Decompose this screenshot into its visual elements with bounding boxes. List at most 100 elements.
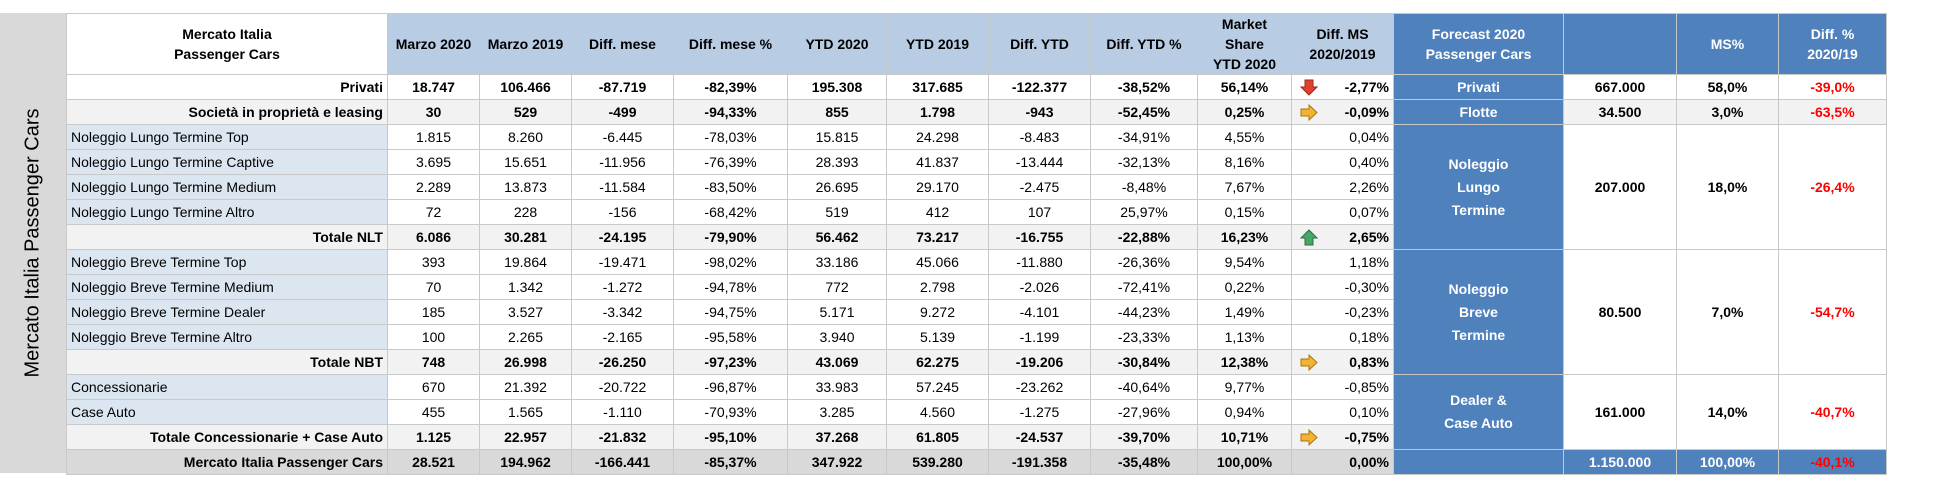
cell: -3.342: [571, 299, 674, 325]
forecast-total-ms: 100,00%: [1676, 449, 1779, 475]
cell: 62.275: [886, 349, 989, 375]
cell: -11.584: [571, 174, 674, 200]
header-label-line2: Passenger Cars: [174, 46, 280, 62]
diff-ms-cell: -0,23%: [1291, 299, 1394, 325]
cell: -2.475: [988, 174, 1091, 200]
cell: -122.377: [988, 74, 1091, 100]
cell: 21.392: [479, 374, 572, 400]
cell: 317.685: [886, 74, 989, 100]
cell: 15.651: [479, 149, 572, 175]
cell: -26.250: [571, 349, 674, 375]
cell: 2.798: [886, 274, 989, 300]
forecast-value: 161.000: [1563, 374, 1677, 450]
forecast-group-label-line: Case Auto: [1444, 415, 1513, 431]
cell: 19.864: [479, 249, 572, 275]
header-diff-ytd-pct: Diff. YTD %: [1090, 13, 1198, 75]
row-label: Privati: [66, 74, 388, 100]
diff-ms-cell: 0,00%: [1291, 449, 1394, 475]
cell: -95,10%: [673, 424, 788, 450]
forecast-total-value: 1.150.000: [1563, 449, 1677, 475]
cell: 57.245: [886, 374, 989, 400]
row-label: Noleggio Lungo Termine Altro: [66, 199, 388, 225]
cell: -6.445: [571, 124, 674, 150]
cell: 3.695: [387, 149, 480, 175]
table-row: Società in proprietà e leasing 30 529 -499-…: [66, 99, 1887, 125]
forecast-group-dealer: Dealer & Case Auto: [1393, 374, 1564, 450]
side-title-cell: Mercato Italia Passenger Cars: [0, 13, 67, 473]
row-label: Noleggio Lungo Termine Medium: [66, 174, 388, 200]
header-forecast: Forecast 2020 Passenger Cars: [1393, 13, 1564, 75]
row-label: Totale Concessionarie + Case Auto: [66, 424, 388, 450]
cell: -85,37%: [673, 449, 788, 475]
cell: -19.206: [988, 349, 1091, 375]
cell: 1.342: [479, 274, 572, 300]
cell: -26,36%: [1090, 249, 1198, 275]
cell: -95,58%: [673, 324, 788, 350]
cell: 1.815: [387, 124, 480, 150]
cell: -32,13%: [1090, 149, 1198, 175]
header-dms-line2: 2020/2019: [1309, 46, 1376, 62]
cell: 228: [479, 199, 572, 225]
forecast-label: Privati: [1393, 74, 1564, 100]
cell: 106.466: [479, 74, 572, 100]
cell: -96,87%: [673, 374, 788, 400]
forecast-group-nlt: Noleggio Lungo Termine: [1393, 124, 1564, 250]
cell: -2.165: [571, 324, 674, 350]
cell: 539.280: [886, 449, 989, 475]
cell: 18.747: [387, 74, 480, 100]
cell: 8.260: [479, 124, 572, 150]
cell: -94,75%: [673, 299, 788, 325]
table-row: Noleggio Lungo Termine Captive 3.695 15.65…: [66, 149, 1887, 175]
cell: -21.832: [571, 424, 674, 450]
header-fc-line1: Forecast 2020: [1431, 26, 1526, 42]
cell: 15.815: [787, 124, 887, 150]
header-fcdiff-line1: Diff. %: [1810, 26, 1855, 42]
forecast-group-label-line: Breve: [1459, 303, 1498, 320]
cell: 5.139: [886, 324, 989, 350]
table-row: Totale Concessionarie + Case Auto 1.125 22…: [66, 424, 1887, 450]
forecast-ms: 7,0%: [1676, 249, 1779, 375]
forecast-group-label-line: Dealer &: [1450, 392, 1507, 408]
row-label: Noleggio Breve Termine Medium: [66, 274, 388, 300]
table-row: Noleggio Breve Termine Altro 100 2.265 -2.1…: [66, 324, 1887, 350]
market-share-cell: 7,67%: [1197, 174, 1292, 200]
arrow-right-icon: [1300, 354, 1318, 371]
market-share-cell: 12,38%: [1197, 349, 1292, 375]
row-label: Noleggio Lungo Termine Captive: [66, 149, 388, 175]
forecast-group-label-line: Lungo: [1457, 178, 1500, 195]
cell: -44,23%: [1090, 299, 1198, 325]
cell: 3.285: [787, 399, 887, 425]
header-ytd-2020: YTD 2020: [787, 13, 887, 75]
forecast-group-label-line: Noleggio: [1448, 155, 1509, 172]
forecast-ms: 14,0%: [1676, 374, 1779, 450]
cell: -70,93%: [673, 399, 788, 425]
header-ms-line2: YTD 2020: [1212, 56, 1277, 72]
cell: 5.171: [787, 299, 887, 325]
table-row: Totale NLT 6.086 30.281 -24.195 -79,90% 56.46…: [66, 224, 1887, 250]
header-marzo-2020: Marzo 2020: [387, 13, 480, 75]
diff-ms-cell: 2,65%: [1291, 224, 1394, 250]
cell: 2.265: [479, 324, 572, 350]
cell: -87.719: [571, 74, 674, 100]
header-forecast-ms: MS%: [1676, 13, 1779, 75]
market-share-cell: 56,14%: [1197, 74, 1292, 100]
cell: -23,33%: [1090, 324, 1198, 350]
header-fcdiff-line2: 2020/19: [1807, 46, 1858, 62]
cell: -11.880: [988, 249, 1091, 275]
cell: -82,39%: [673, 74, 788, 100]
table-row: Mercato Italia Passenger Cars 28.521 194.9…: [66, 449, 1887, 475]
cell: 393: [387, 249, 480, 275]
arrow-right-icon: [1300, 429, 1318, 446]
cell: 185: [387, 299, 480, 325]
forecast-value: 207.000: [1563, 124, 1677, 250]
cell: 1.565: [479, 399, 572, 425]
cell: -72,41%: [1090, 274, 1198, 300]
row-label: Noleggio Breve Termine Altro: [66, 324, 388, 350]
diff-ms-cell: 1,18%: [1291, 249, 1394, 275]
header-label-line1: Mercato Italia: [182, 26, 272, 42]
cell: 33.186: [787, 249, 887, 275]
cell: -191.358: [988, 449, 1091, 475]
row-label: Totale NLT: [66, 224, 388, 250]
cell: -24.195: [571, 224, 674, 250]
market-share-cell: 0,94%: [1197, 399, 1292, 425]
